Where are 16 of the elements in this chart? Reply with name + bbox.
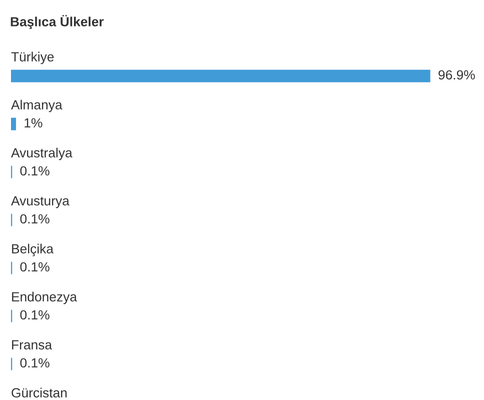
data-label: 0.1%	[20, 358, 50, 368]
y-tick-label: Avustralya	[11, 148, 72, 160]
data-label: 0.1%	[20, 166, 50, 176]
y-tick-label: Avusturya	[11, 196, 70, 208]
y-tick-label: Belçika	[12, 244, 54, 256]
data-label: 0.1%	[20, 262, 50, 272]
y-tick-label: Almanya	[11, 100, 62, 112]
data-label: 1%	[24, 118, 42, 128]
y-tick-label: Fransa	[12, 340, 52, 350]
chart-title: Başlıca Ülkeler	[10, 14, 104, 30]
data-label: 96.9%	[438, 70, 475, 80]
y-tick-label: Türkiye	[11, 52, 54, 64]
y-tick-label: Gürcistan	[12, 388, 67, 398]
y-tick-label: Endonezya	[12, 292, 78, 304]
data-label: 0.1%	[20, 214, 50, 224]
data-label: 0.1%	[20, 310, 50, 320]
